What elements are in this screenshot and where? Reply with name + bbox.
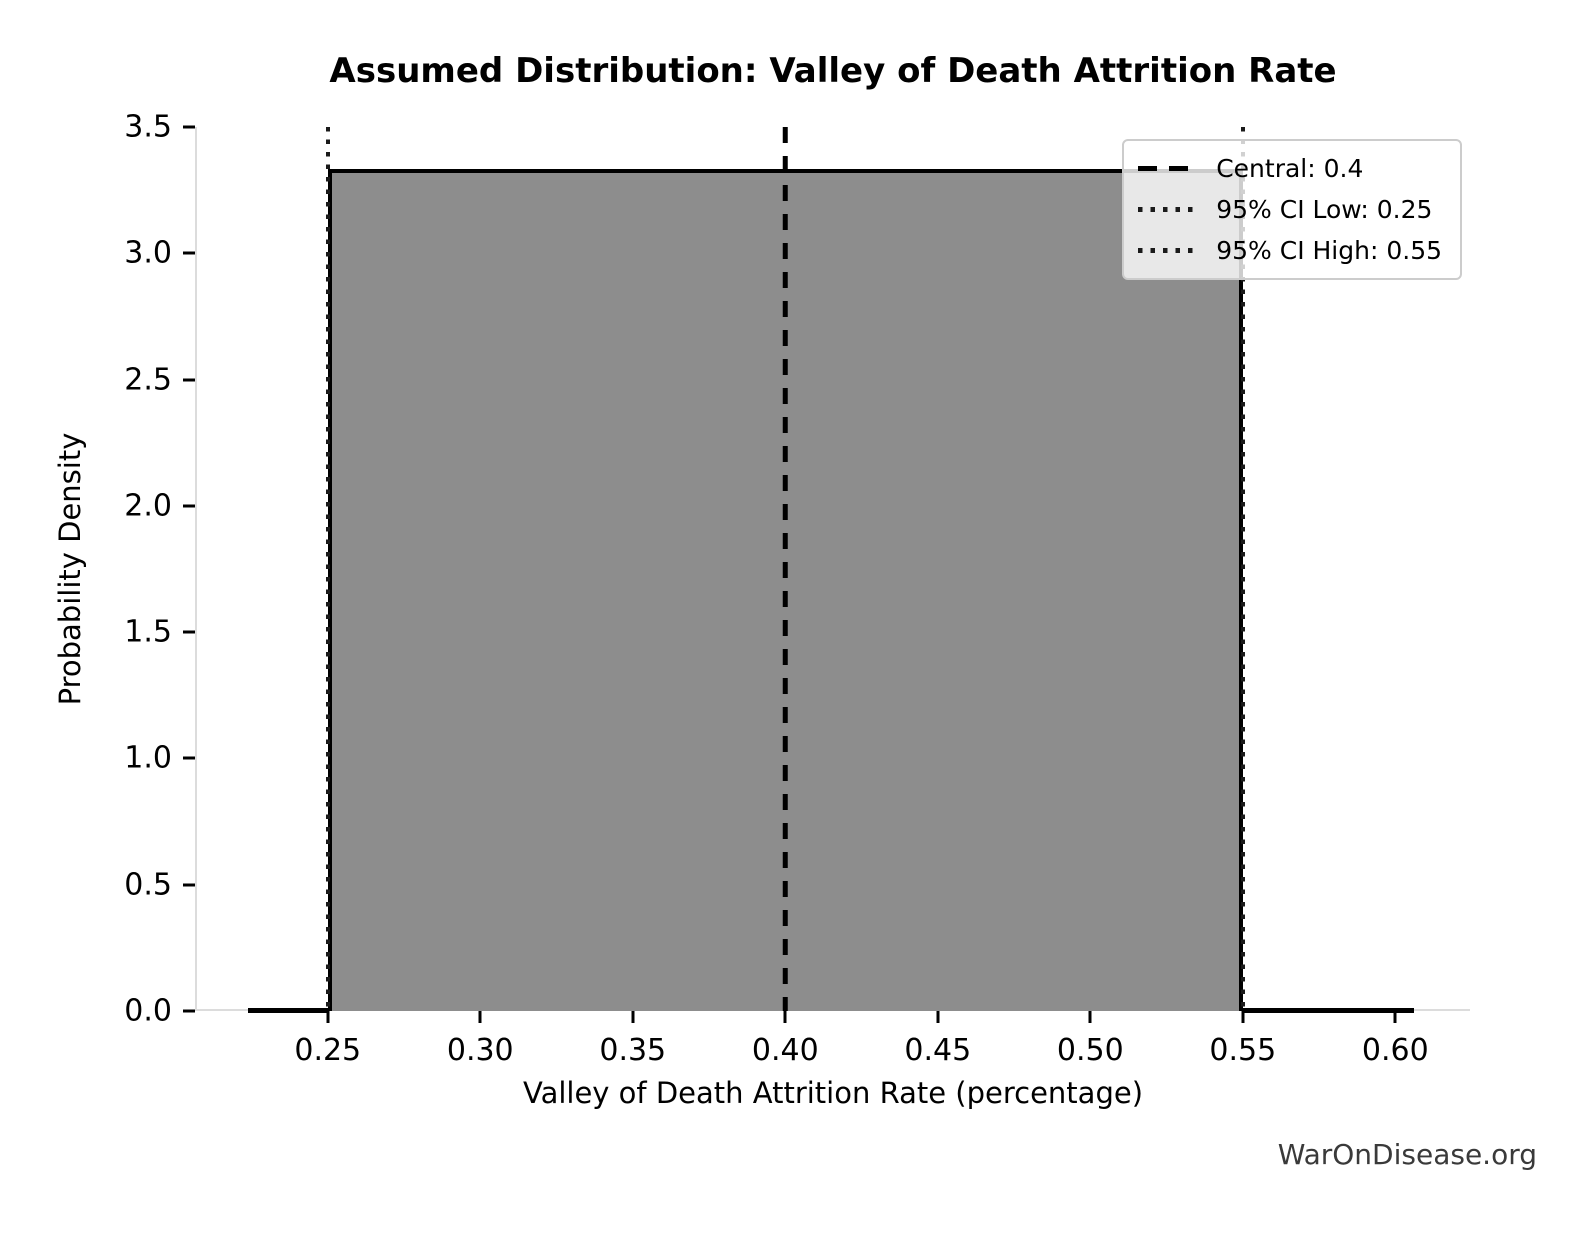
x-tick-label: 0.55 xyxy=(1209,1033,1277,1068)
y-tick-mark xyxy=(183,756,195,760)
x-tick-mark xyxy=(631,1011,635,1023)
y-tick-mark xyxy=(183,504,195,508)
legend-label: 95% CI Low: 0.25 xyxy=(1216,195,1433,224)
y-tick-mark xyxy=(183,378,195,382)
legend-row: Central: 0.4 xyxy=(1138,149,1442,188)
y-axis-spine xyxy=(195,127,197,1011)
y-tick-mark xyxy=(183,125,195,129)
x-tick-label: 0.35 xyxy=(599,1033,667,1068)
x-tick-label: 0.40 xyxy=(751,1033,819,1068)
x-tick-mark xyxy=(326,1011,330,1023)
chart-title: Assumed Distribution: Valley of Death At… xyxy=(329,51,1337,91)
x-tick-label: 0.30 xyxy=(446,1033,514,1068)
pdf-zero-line-right xyxy=(1242,1008,1414,1013)
legend-sample-dotted-line xyxy=(1138,207,1195,212)
x-tick-mark xyxy=(1241,1011,1245,1023)
y-tick-label: 3.5 xyxy=(124,109,172,145)
legend-row: 95% CI Low: 0.25 xyxy=(1138,190,1442,229)
y-tick-label: 2.0 xyxy=(124,488,172,524)
y-tick-mark xyxy=(183,883,195,887)
legend-row: 95% CI High: 0.55 xyxy=(1138,231,1442,270)
ci-low-line xyxy=(325,127,330,1011)
x-tick-label: 0.60 xyxy=(1361,1033,1429,1068)
ci-high-line xyxy=(1240,127,1245,1011)
x-axis-label: Valley of Death Attrition Rate (percenta… xyxy=(522,1076,1144,1110)
central-line xyxy=(783,127,788,1011)
y-tick-mark xyxy=(183,630,195,634)
x-tick-mark xyxy=(478,1011,482,1023)
x-tick-label: 0.45 xyxy=(904,1033,972,1068)
x-tick-mark xyxy=(936,1011,940,1023)
y-tick-label: 2.5 xyxy=(124,362,172,398)
y-axis-label-text: Probability Density xyxy=(53,432,87,706)
y-tick-label: 0.0 xyxy=(124,993,172,1029)
x-tick-label: 0.25 xyxy=(294,1033,362,1068)
x-tick-label: 0.50 xyxy=(1056,1033,1124,1068)
y-tick-mark xyxy=(183,251,195,255)
legend-label: 95% CI High: 0.55 xyxy=(1216,236,1442,265)
y-tick-label: 1.0 xyxy=(124,740,172,776)
legend: Central: 0.4 95% CI Low: 0.25 95% CI High:… xyxy=(1122,139,1462,280)
x-tick-mark xyxy=(783,1011,787,1023)
y-tick-label: 3.0 xyxy=(124,235,172,271)
x-tick-mark xyxy=(1393,1011,1397,1023)
legend-sample-dashed-line xyxy=(1138,166,1195,171)
legend-sample-dotted-line xyxy=(1138,248,1195,253)
plot-area: 0.25 0.30 0.35 0.40 0.45 0.50 0.55 0.60 0.0 0.5 1.… xyxy=(124,110,1470,1068)
y-tick-label: 0.5 xyxy=(124,867,172,903)
legend-label: Central: 0.4 xyxy=(1216,154,1364,183)
y-tick-label: 1.5 xyxy=(124,614,172,650)
y-tick-mark xyxy=(183,1009,195,1013)
watermark: WarOnDisease.org xyxy=(1277,1138,1537,1171)
pdf-zero-line-left xyxy=(248,1008,328,1013)
x-tick-mark xyxy=(1088,1011,1092,1023)
